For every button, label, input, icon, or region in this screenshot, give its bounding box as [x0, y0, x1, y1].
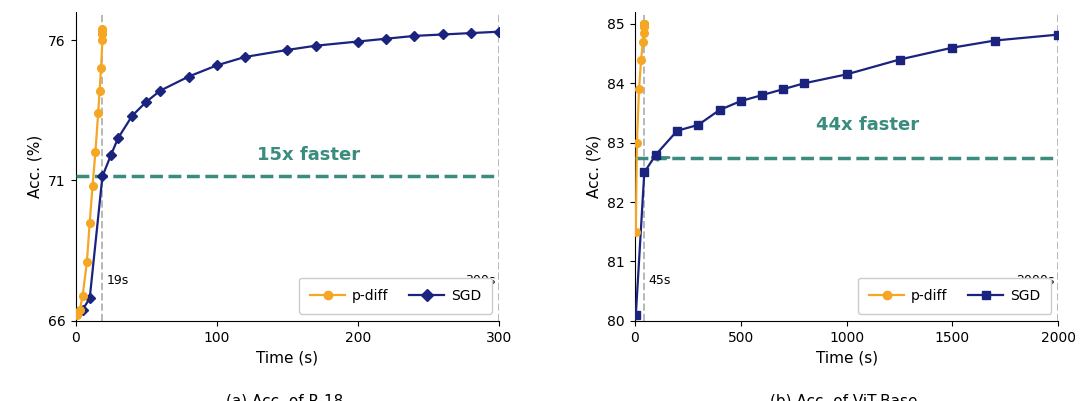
Legend: p-diff, SGD: p-diff, SGD [859, 277, 1052, 314]
p-diff [638, 22, 651, 26]
SGD [893, 57, 906, 62]
p-diff [73, 307, 86, 312]
SGD [380, 36, 393, 41]
SGD [840, 72, 853, 77]
SGD [988, 38, 1001, 43]
p-diff [93, 88, 106, 93]
SGD [70, 310, 83, 315]
SGD [798, 81, 811, 86]
p-diff [96, 38, 109, 43]
SGD [351, 39, 364, 44]
Text: 15x faster: 15x faster [257, 146, 360, 164]
SGD [692, 122, 705, 127]
SGD [83, 296, 96, 301]
p-diff [96, 29, 109, 34]
p-diff [636, 39, 649, 44]
p-diff [638, 22, 651, 26]
Y-axis label: Acc. (%): Acc. (%) [28, 135, 42, 198]
Text: 2000s: 2000s [1016, 275, 1054, 288]
p-diff [77, 293, 90, 298]
p-diff [86, 184, 99, 188]
Text: 300s: 300s [464, 274, 495, 288]
SGD [211, 63, 224, 68]
SGD [281, 47, 294, 52]
SGD [671, 128, 684, 133]
SGD [408, 33, 421, 38]
p-diff [89, 150, 102, 155]
p-diff [633, 87, 646, 91]
SGD [492, 29, 505, 34]
p-diff [95, 66, 108, 71]
p-diff [638, 22, 651, 26]
SGD [777, 87, 789, 91]
Line: SGD: SGD [632, 31, 1063, 319]
Line: p-diff: p-diff [73, 25, 106, 319]
SGD [649, 152, 662, 157]
Y-axis label: Acc. (%): Acc. (%) [586, 135, 602, 198]
p-diff [96, 32, 109, 37]
SGD [464, 30, 477, 35]
X-axis label: Time (s): Time (s) [256, 350, 319, 365]
SGD [436, 32, 449, 37]
p-diff [637, 30, 650, 35]
Title: (a) Acc. of R-18.: (a) Acc. of R-18. [227, 393, 349, 401]
p-diff [96, 26, 109, 31]
SGD [309, 43, 322, 48]
Line: SGD: SGD [73, 28, 503, 316]
p-diff [638, 22, 651, 26]
p-diff [637, 24, 650, 29]
SGD [734, 99, 747, 103]
Text: 19s: 19s [107, 274, 129, 288]
Legend: p-diff, SGD: p-diff, SGD [299, 277, 492, 314]
p-diff [638, 22, 651, 26]
p-diff [635, 57, 648, 62]
p-diff [638, 22, 651, 26]
SGD [111, 136, 124, 141]
p-diff [80, 259, 93, 264]
p-diff [630, 229, 643, 234]
SGD [96, 174, 109, 178]
Title: (b) Acc. of ViT-Base.: (b) Acc. of ViT-Base. [770, 393, 922, 401]
p-diff [631, 140, 644, 145]
SGD [77, 307, 90, 312]
Text: 44x faster: 44x faster [816, 116, 919, 134]
p-diff [92, 111, 105, 115]
SGD [139, 99, 152, 104]
SGD [755, 93, 768, 97]
SGD [713, 107, 726, 112]
SGD [183, 74, 195, 79]
Text: 45s: 45s [649, 275, 671, 288]
p-diff [83, 220, 96, 225]
Line: p-diff: p-diff [632, 20, 648, 235]
X-axis label: Time (s): Time (s) [815, 350, 878, 365]
SGD [946, 45, 959, 50]
SGD [630, 312, 643, 317]
SGD [105, 153, 118, 158]
SGD [638, 170, 651, 175]
SGD [153, 88, 166, 93]
SGD [125, 113, 138, 118]
p-diff [70, 313, 83, 318]
SGD [239, 55, 252, 59]
p-diff [96, 28, 109, 32]
SGD [1052, 32, 1065, 37]
